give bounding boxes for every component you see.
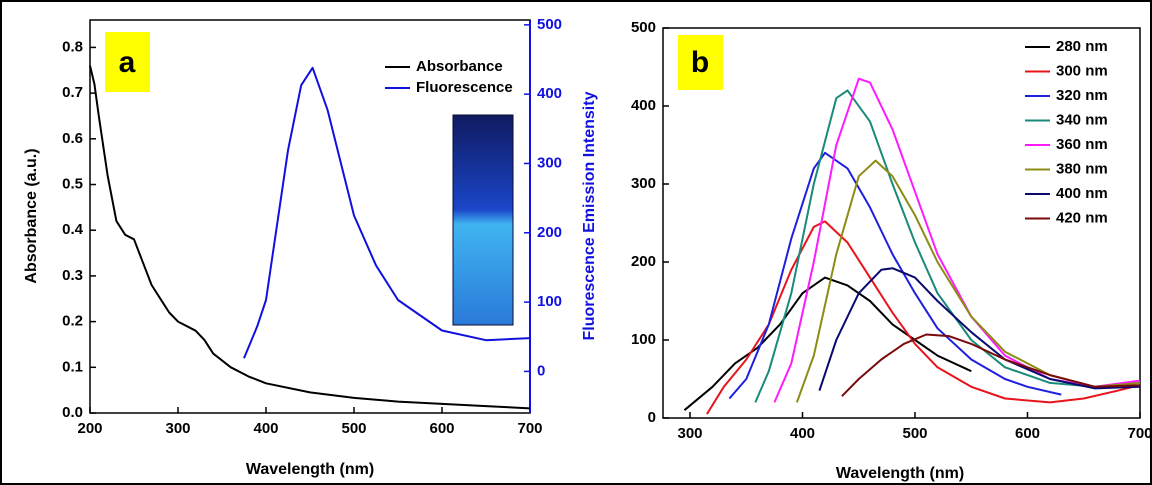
y-tick-label: 500	[631, 19, 656, 36]
legend-label: Absorbance	[416, 58, 503, 75]
legend-label: 340 nm	[1056, 111, 1108, 128]
y-tick-label: 300	[631, 175, 656, 192]
legend-label: 360 nm	[1056, 136, 1108, 153]
y-tick-label: 0.0	[62, 404, 83, 421]
series-line	[243, 66, 531, 359]
series-line	[89, 65, 531, 410]
x-tick-label: 700	[1127, 425, 1152, 442]
y-tick-label: 0.6	[62, 130, 83, 147]
y2-tick-label: 300	[537, 154, 562, 171]
legend-label: 280 nm	[1056, 38, 1108, 55]
y-tick-label: 100	[631, 331, 656, 348]
legend-label: 320 nm	[1056, 87, 1108, 104]
legend-label: 400 nm	[1056, 185, 1108, 202]
x-axis-title: Wavelength (nm)	[836, 465, 964, 482]
legend-label: 420 nm	[1056, 209, 1108, 226]
panel-label-box	[678, 35, 723, 90]
y2-tick-label: 0	[537, 362, 545, 379]
legend-label: Fluorescence	[416, 79, 513, 96]
x-tick-label: 500	[341, 420, 366, 437]
y-tick-label: 0.5	[62, 175, 83, 192]
series-line	[706, 220, 1141, 415]
y2-tick-label: 400	[537, 85, 562, 102]
x-tick-label: 300	[677, 425, 702, 442]
y-tick-label: 0.4	[62, 221, 84, 238]
series-line	[841, 333, 1141, 397]
x-tick-label: 200	[77, 420, 102, 437]
x-tick-label: 400	[253, 420, 278, 437]
series-line	[683, 276, 972, 411]
y2-tick-label: 500	[537, 16, 562, 33]
y-tick-label: 0.8	[62, 38, 83, 55]
x-tick-label: 700	[517, 420, 542, 437]
x-tick-label: 400	[790, 425, 815, 442]
series-line	[754, 89, 1141, 403]
x-tick-label: 300	[165, 420, 190, 437]
y-tick-label: 0.7	[62, 84, 83, 101]
series-line	[818, 267, 1141, 392]
panel-label: a	[119, 46, 136, 79]
x-axis-title: Wavelength (nm)	[246, 461, 374, 478]
x-tick-label: 600	[1015, 425, 1040, 442]
y-axis-title: Absorbance (a.u.)	[23, 148, 40, 283]
vial-photo	[452, 114, 514, 326]
y-tick-label: 0.2	[62, 313, 83, 330]
x-tick-label: 500	[902, 425, 927, 442]
y2-tick-label: 100	[537, 293, 562, 310]
y-tick-label: 0	[648, 409, 656, 426]
x-tick-label: 600	[429, 420, 454, 437]
legend-label: 300 nm	[1056, 62, 1108, 79]
y2-tick-label: 200	[537, 224, 562, 241]
y-tick-label: 200	[631, 253, 656, 270]
panel-label: b	[691, 46, 709, 79]
y-tick-label: 400	[631, 97, 656, 114]
plot-frame	[662, 27, 1141, 419]
y-tick-label: 0.3	[62, 267, 83, 284]
legend-label: 380 nm	[1056, 160, 1108, 177]
panel-label-box	[105, 32, 150, 92]
y2-axis-title: Fluorescence Emission Intensity	[581, 91, 598, 340]
series-line	[728, 151, 1062, 400]
y-tick-label: 0.1	[62, 358, 83, 375]
